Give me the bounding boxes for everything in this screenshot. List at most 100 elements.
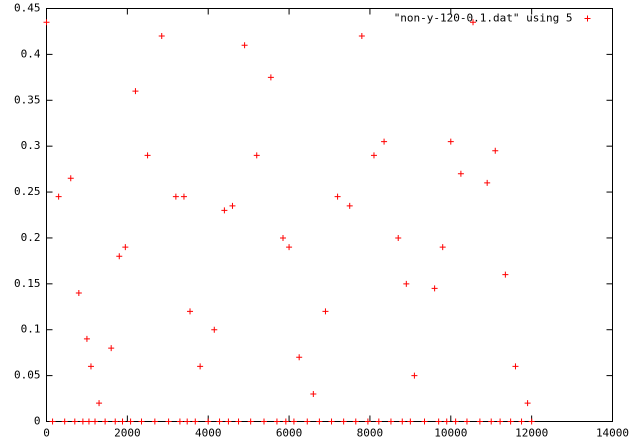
point bbox=[358, 33, 365, 40]
y-tick-label: 0.4 bbox=[21, 47, 41, 60]
point bbox=[375, 418, 382, 425]
point bbox=[267, 74, 274, 81]
point bbox=[192, 418, 199, 425]
point bbox=[512, 363, 519, 370]
legend-label: "non-y-120-0.1.dat" using 5 bbox=[394, 12, 573, 25]
point bbox=[138, 418, 145, 425]
y-tick-label: 0 bbox=[34, 415, 41, 428]
x-tick-label: 8000 bbox=[357, 427, 384, 440]
x-tick-label: 14000 bbox=[596, 427, 629, 440]
x-tick-label: 12000 bbox=[515, 427, 548, 440]
point bbox=[216, 418, 223, 425]
point bbox=[225, 418, 232, 425]
point bbox=[253, 152, 260, 159]
point bbox=[122, 244, 129, 251]
point bbox=[310, 390, 317, 397]
point bbox=[439, 244, 446, 251]
point bbox=[407, 418, 414, 425]
point bbox=[187, 308, 194, 315]
point bbox=[290, 418, 297, 425]
x-tick-label: 2000 bbox=[114, 427, 141, 440]
y-tick-label: 0.2 bbox=[21, 231, 41, 244]
point bbox=[352, 418, 359, 425]
point bbox=[158, 33, 165, 40]
point bbox=[463, 418, 470, 425]
point bbox=[334, 193, 341, 200]
point bbox=[205, 418, 212, 425]
point bbox=[403, 280, 410, 287]
point bbox=[102, 418, 109, 425]
point bbox=[229, 202, 236, 209]
point bbox=[476, 418, 483, 425]
point bbox=[502, 271, 509, 278]
point bbox=[518, 418, 525, 425]
x-tick-label: 6000 bbox=[276, 427, 303, 440]
plot-frame bbox=[46, 8, 613, 422]
point bbox=[132, 88, 139, 95]
point bbox=[151, 418, 158, 425]
y-tick-label: 0.35 bbox=[14, 93, 41, 106]
y-tick-label: 0.1 bbox=[21, 323, 41, 336]
point bbox=[119, 418, 126, 425]
point bbox=[346, 202, 353, 209]
point bbox=[55, 193, 62, 200]
point bbox=[144, 152, 151, 159]
point bbox=[180, 193, 187, 200]
point bbox=[399, 418, 406, 425]
point bbox=[340, 418, 347, 425]
point bbox=[381, 138, 388, 145]
y-tick-label: 0.3 bbox=[21, 139, 41, 152]
point bbox=[43, 19, 50, 26]
point bbox=[488, 418, 495, 425]
point bbox=[75, 290, 82, 297]
point bbox=[470, 19, 477, 26]
point bbox=[79, 418, 86, 425]
point bbox=[280, 234, 287, 241]
point bbox=[484, 179, 491, 186]
point bbox=[528, 418, 535, 425]
point bbox=[112, 418, 119, 425]
y-tick-label: 0.25 bbox=[14, 185, 41, 198]
point bbox=[61, 418, 68, 425]
point bbox=[387, 418, 394, 425]
point bbox=[261, 418, 268, 425]
point bbox=[71, 418, 78, 425]
point bbox=[176, 418, 183, 425]
point bbox=[83, 335, 90, 342]
point bbox=[443, 418, 450, 425]
point bbox=[524, 400, 531, 407]
point bbox=[116, 253, 123, 260]
point bbox=[92, 418, 99, 425]
point bbox=[457, 170, 464, 177]
point bbox=[49, 418, 56, 425]
x-tick-label: 4000 bbox=[195, 427, 222, 440]
y-tick-label: 0.15 bbox=[14, 277, 41, 290]
point bbox=[273, 418, 280, 425]
point bbox=[184, 418, 191, 425]
point bbox=[492, 147, 499, 154]
x-tick-label: 10000 bbox=[434, 427, 467, 440]
point bbox=[108, 345, 115, 352]
point bbox=[411, 372, 418, 379]
point bbox=[364, 418, 371, 425]
point bbox=[85, 418, 92, 425]
point bbox=[322, 308, 329, 315]
point bbox=[395, 234, 402, 241]
point bbox=[286, 244, 293, 251]
point bbox=[421, 418, 428, 425]
legend-marker bbox=[584, 15, 591, 22]
point bbox=[241, 42, 248, 49]
point bbox=[447, 138, 454, 145]
point bbox=[328, 418, 335, 425]
y-tick-label: 0.45 bbox=[14, 2, 41, 15]
point bbox=[221, 207, 228, 214]
point bbox=[165, 418, 172, 425]
point bbox=[316, 418, 323, 425]
y-tick-label: 0.05 bbox=[14, 369, 41, 382]
point bbox=[452, 418, 459, 425]
point bbox=[507, 418, 514, 425]
point bbox=[497, 418, 504, 425]
point bbox=[87, 363, 94, 370]
point bbox=[304, 418, 311, 425]
point bbox=[127, 418, 134, 425]
